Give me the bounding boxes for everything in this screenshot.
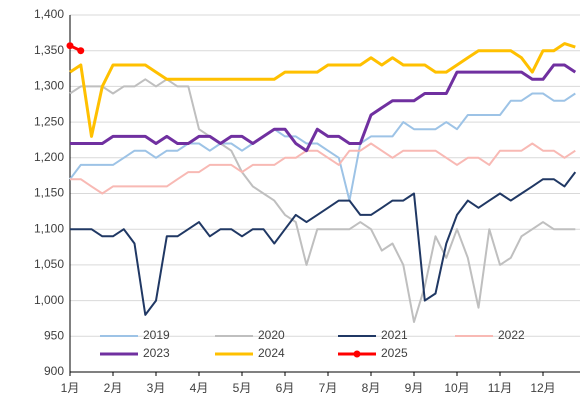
- x-tick-label: 2月: [104, 381, 123, 395]
- series-line: [70, 171, 577, 316]
- x-tick-label: 8月: [362, 381, 381, 395]
- x-tick-label: 1月: [61, 381, 80, 395]
- x-tick-label: 9月: [405, 381, 424, 395]
- legend-label: 2020: [258, 328, 285, 342]
- y-tick-label: 1,200: [34, 150, 64, 164]
- x-tick-label: 4月: [190, 381, 209, 395]
- legend-label: 2024: [258, 346, 285, 360]
- y-tick-label: 1,250: [34, 114, 64, 128]
- y-tick-label: 1,300: [34, 79, 64, 93]
- legend-label: 2023: [143, 346, 170, 360]
- y-tick-label: 1,350: [34, 43, 64, 57]
- y-tick-label: 1,100: [34, 221, 64, 235]
- x-tick-label: 5月: [233, 381, 252, 395]
- y-tick-label: 1,050: [34, 257, 64, 271]
- series-line: [70, 142, 576, 195]
- series-line: [69, 78, 576, 323]
- y-tick-label: 1,150: [34, 186, 64, 200]
- legend-label: 2025: [381, 346, 408, 360]
- x-tick-label: 3月: [147, 381, 166, 395]
- x-tick-label: 6月: [276, 381, 295, 395]
- series-line: [69, 92, 576, 202]
- legend-label: 2022: [498, 328, 525, 342]
- legend-label: 2019: [143, 328, 170, 342]
- series-marker: [66, 42, 74, 50]
- y-tick-label: 950: [44, 328, 64, 342]
- legend-marker: [353, 350, 361, 358]
- series-marker: [77, 47, 85, 55]
- y-tick-label: 1,400: [34, 7, 64, 21]
- y-tick-label: 1,000: [34, 293, 64, 307]
- legend-label: 2021: [381, 328, 408, 342]
- x-tick-label: 12月: [530, 381, 555, 395]
- y-tick-label: 900: [44, 364, 64, 378]
- series-line: [70, 63, 577, 153]
- x-tick-label: 10月: [444, 381, 469, 395]
- x-tick-label: 7月: [319, 381, 338, 395]
- series-line: [69, 42, 576, 138]
- x-tick-label: 11月: [488, 381, 512, 395]
